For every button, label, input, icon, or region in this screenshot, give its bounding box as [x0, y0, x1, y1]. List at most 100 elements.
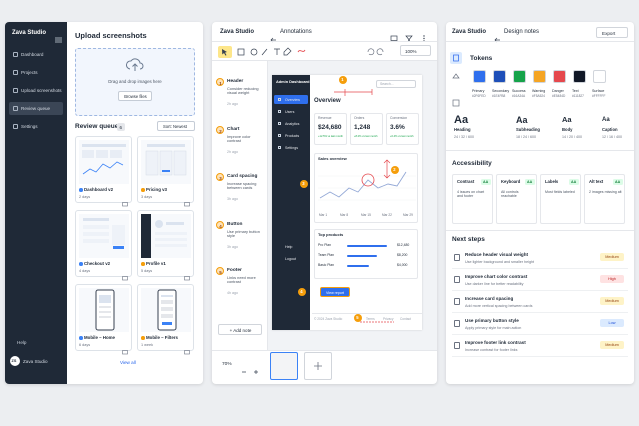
nav-item[interactable]: Upload screenshots [9, 84, 63, 97]
type-name: Heading [454, 127, 471, 132]
a11y-badge: AA [481, 179, 491, 185]
annotation-marker[interactable]: 5 [354, 314, 362, 322]
step-icon [454, 342, 460, 349]
queue-count: 6 [117, 123, 125, 131]
note-title: Footer [227, 268, 242, 273]
zoom-select[interactable]: 100% [400, 45, 431, 56]
step-item[interactable]: Use primary button style Apply primary st… [452, 316, 628, 335]
product-name: Basic Plan [318, 263, 335, 267]
export-button[interactable]: Export [596, 27, 628, 38]
product-bar [347, 255, 377, 257]
step-item[interactable]: Reduce header visual weight Use lighter b… [452, 250, 628, 269]
screenshot-card[interactable]: Mobile – Filters 1 week [137, 284, 194, 355]
page-title: Annotations [280, 29, 312, 35]
note-desc: Improve color contrast [227, 134, 251, 144]
screenshot-card[interactable]: Mobile – Home 6 days [75, 284, 132, 355]
note-desc: Use primary button style [227, 229, 260, 239]
a11y-badge: AA [525, 179, 535, 185]
color-swatch[interactable] [493, 70, 506, 83]
thumbnail [141, 214, 191, 258]
type-name: Caption [602, 127, 618, 132]
step-tag: Medium [600, 297, 624, 305]
annotation-marker[interactable]: 4 [298, 288, 306, 296]
nav-item[interactable]: Settings [9, 120, 63, 133]
browse-label: Browse files [124, 93, 147, 99]
nav-item[interactable]: Dashboard [9, 48, 63, 61]
brand: Zava Studio [220, 29, 255, 35]
color-swatch[interactable] [593, 70, 606, 83]
note-item[interactable]: 4 Button Use primary button style 3h ago [212, 221, 268, 261]
card-name: Dashboard v2 [84, 187, 114, 192]
type-sample: Aa [602, 116, 610, 123]
card-meta: 2 days [79, 195, 91, 199]
product-bar [347, 265, 369, 267]
mock-menu-icon [278, 134, 281, 137]
queue-title: Review queue [75, 123, 119, 130]
mock-menu-item: Products [274, 131, 308, 140]
mock-menu-icon [278, 146, 281, 149]
left-panel: Zava Studio Dashboard Projects Upload scree… [5, 22, 203, 384]
stat-label: Orders [354, 116, 365, 120]
screenshot-card[interactable]: Dashboard v2 2 days [75, 136, 132, 207]
swatch-name: Danger [552, 89, 564, 93]
screenshot-card[interactable]: Checkout v2 4 days [75, 210, 132, 281]
card-name: Checkout v2 [84, 261, 111, 266]
swatch-hex: #FFFFFF [592, 94, 606, 98]
screenshot-card[interactable]: Pricing v3 3 days [137, 136, 194, 207]
mock-footer-link: Contact [400, 317, 411, 321]
annotation-marker[interactable]: 2 [391, 166, 399, 174]
help[interactable]: Help [17, 340, 27, 345]
browse-button[interactable]: Browse files [118, 91, 152, 101]
note-item[interactable]: 5 Footer Links need more contrast 4h ago [212, 267, 268, 307]
page-thumb[interactable] [270, 352, 298, 380]
stat-card: Conversion 3.6% +0.4% vs last month [386, 113, 419, 145]
annotation-marker[interactable]: 1 [339, 76, 347, 84]
stat-sub: +0.4% vs last month [390, 135, 414, 138]
a11y-badge: AA [569, 179, 579, 185]
card-name: Mobile – Filters [146, 335, 178, 340]
color-swatch[interactable] [553, 70, 566, 83]
step-item[interactable]: Improve footer link contrast Increase con… [452, 338, 628, 357]
note-desc: Links need more contrast [227, 275, 256, 285]
note-title: Card spacing [227, 174, 258, 179]
color-swatch[interactable] [473, 70, 486, 83]
annotation-lines [272, 75, 422, 330]
sort-button[interactable]: Sort: Newest [157, 121, 195, 131]
step-item[interactable]: Improve chart color contrast Use darker l… [452, 272, 628, 291]
note-item[interactable]: 1 Header Consider reducing visual weight 2h… [212, 78, 268, 118]
mock-brand: Admin Dashboard [276, 79, 310, 84]
comment-icon [122, 268, 128, 281]
note-number: 1 [216, 78, 224, 86]
note-item[interactable]: 3 Card spacing Increase spacing between ca… [212, 173, 268, 213]
comment-icon [184, 342, 190, 355]
product-value: $8,200 [397, 253, 408, 257]
step-item[interactable]: Increase card spacing Add more vertical s… [452, 294, 628, 313]
swatch-name: Text [572, 89, 579, 93]
note-item[interactable]: 2 Chart Improve color contrast 2h ago [212, 126, 268, 166]
a11y-badge-text: AA [483, 180, 489, 184]
nav-item[interactable]: Review queue [9, 102, 63, 115]
a11y-card: Labels AA Most fields labeled [540, 174, 581, 224]
type-sample: Aa [454, 114, 469, 126]
card-name: Profile v1 [146, 261, 166, 266]
stat-label: Revenue [318, 116, 332, 120]
sales-chart [318, 166, 416, 210]
view-all[interactable]: View all [120, 360, 136, 365]
type-size: 18 / 24 / 600 [516, 135, 536, 139]
add-note-button[interactable]: + Add note [218, 324, 262, 335]
back-arrow [270, 30, 277, 43]
a11y-title: Accessibility [452, 160, 492, 167]
note-title: Header [227, 79, 244, 84]
divider [212, 60, 437, 61]
color-swatch[interactable] [513, 70, 526, 83]
annotation-marker[interactable]: 3 [300, 180, 308, 188]
mock-menu-label: Products [285, 133, 300, 138]
nav-item[interactable]: Projects [9, 66, 63, 79]
color-swatch[interactable] [573, 70, 586, 83]
screenshot-card[interactable]: Profile v1 5 days [137, 210, 194, 281]
color-swatch[interactable] [533, 70, 546, 83]
a11y-badge-text: AA [571, 180, 577, 184]
dropzone[interactable]: Drag and drop images here Browse files [75, 48, 195, 116]
step-tag-text: Low [608, 320, 616, 325]
note-meta: 3h ago [227, 245, 238, 249]
